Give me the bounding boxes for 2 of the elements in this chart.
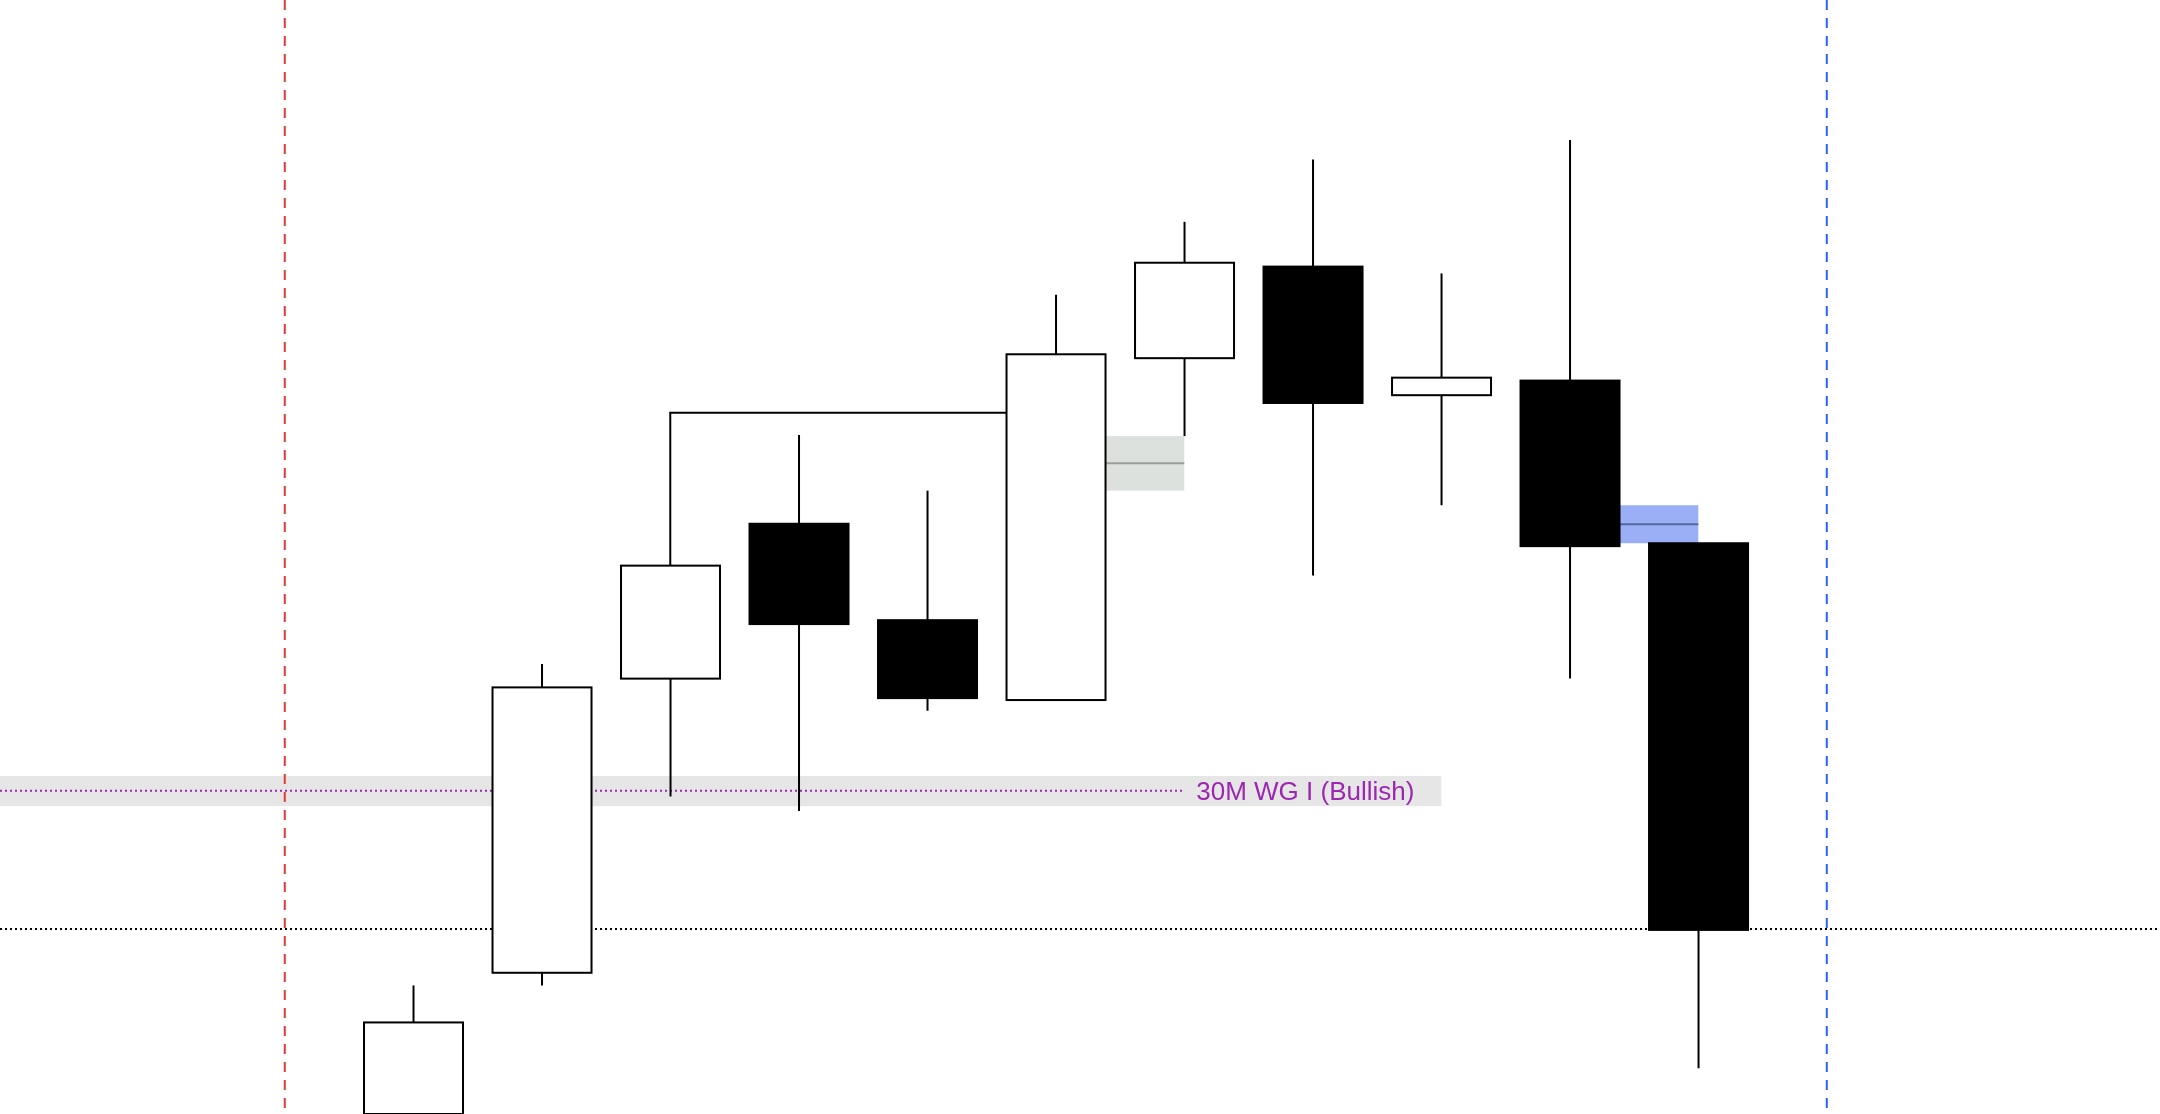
candlestick <box>1391 272 1493 507</box>
ref-line-label: 30M WG I (Bullish) <box>1196 775 1415 806</box>
